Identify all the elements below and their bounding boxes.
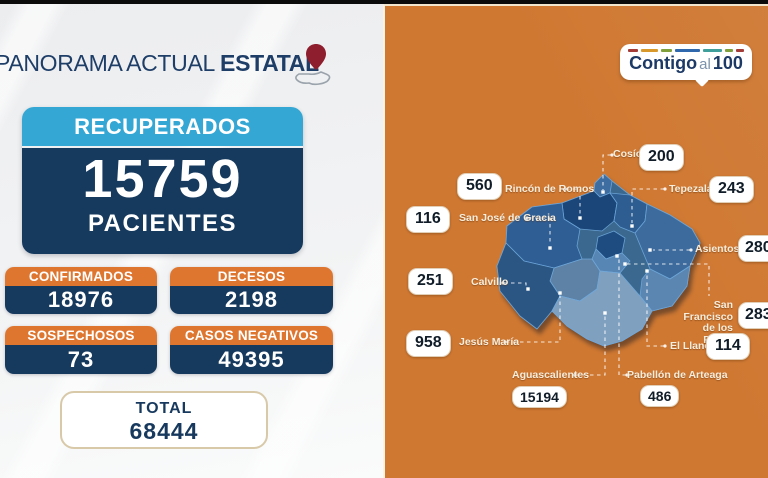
municipality-label-pabellon-de-arteaga: Pabellón de Arteaga [627, 369, 728, 381]
top-black-bar [0, 0, 768, 4]
logo-text-contigo: Contigo [629, 53, 698, 73]
stat-card-casos-negativos: CASOS NEGATIVOS 49395 [170, 326, 333, 374]
stat-grid: CONFIRMADOS 18976 DECESOS 2198 SOSPECHOS… [5, 267, 335, 374]
municipality-label-jesus-maria: Jesús María [459, 336, 520, 348]
stat-value: 18976 [5, 286, 157, 314]
map-panel: Contigo al 100 [383, 4, 768, 478]
leader-rincon [566, 188, 581, 215]
leader-calvillo [504, 282, 527, 286]
leader-lines [501, 153, 710, 377]
municipality-value-calvillo: 251 [408, 268, 453, 295]
stat-value: 49395 [170, 345, 333, 374]
total-label: TOTAL [135, 400, 193, 417]
municipality-label-el-llano: El Llano [670, 340, 711, 352]
stat-label: SOSPECHOSOS [5, 326, 157, 345]
municipality-label-calvillo: Calvillo [471, 276, 509, 288]
leader-cosio [602, 154, 611, 190]
municipality-value-san-jose-de-gracia: 116 [406, 206, 450, 233]
municipality-label-cosio: Cosío [613, 148, 643, 160]
location-pin-icon [295, 44, 331, 86]
aguascalientes-map [496, 153, 710, 377]
municipality-label-rincon-de-romos: Rincón de Romos [505, 183, 595, 195]
municipality-shapes [496, 173, 701, 347]
logo-dashes-icon [628, 49, 744, 52]
municipality-value-cosio: 200 [639, 144, 684, 171]
leader-san-jose [528, 217, 551, 245]
stat-label: DECESOS [170, 267, 333, 286]
municipality-label-asientos: Asientos [695, 243, 740, 255]
recovered-body: 15759 PACIENTES [22, 148, 303, 254]
leader-el-llano [646, 274, 664, 347]
leader-aguascalientes [576, 316, 606, 376]
municipality-value-el-llano: 114 [706, 333, 750, 360]
municipality-value-aguascalientes: 15194 [512, 386, 567, 409]
stat-card-decesos: DECESOS 2198 [170, 267, 333, 314]
state-outline-shape [295, 71, 331, 86]
logo-text-al: al [699, 56, 711, 73]
leader-pabellon [618, 259, 626, 376]
stat-card-sospechosos: SOSPECHOSOS 73 [5, 326, 157, 374]
leader-jesus-maria [506, 296, 561, 343]
municipality-value-rincon-de-romos: 560 [457, 173, 502, 200]
stats-panel: PANORAMA ACTUAL ESTATAL RECUPERADOS 15759… [0, 4, 383, 478]
page-title-bold: ESTATAL [220, 50, 319, 76]
municipality-label-tepezala: Tepezalá [669, 183, 713, 195]
recovered-unit: PACIENTES [87, 210, 238, 237]
stat-value: 73 [5, 345, 157, 374]
page-title-regular: PANORAMA ACTUAL [0, 50, 216, 76]
municipality-value-tepezala: 243 [709, 176, 754, 203]
page-title: PANORAMA ACTUAL ESTATAL [0, 50, 319, 77]
recovered-card: RECUPERADOS 15759 PACIENTES [22, 107, 303, 254]
pin-shape [306, 44, 326, 70]
stat-label: CONFIRMADOS [5, 267, 157, 286]
municipality-value-asientos: 280 [738, 235, 768, 262]
municipality-label-aguascalientes: Aguascalientes [512, 369, 590, 381]
municipality-dots [526, 190, 652, 315]
contigo-logo: Contigo al 100 [620, 44, 752, 80]
municipality-shape-el-llano [639, 265, 691, 312]
municipality-value-pabellon-de-arteaga: 486 [640, 385, 680, 408]
logo-text: Contigo al 100 [620, 53, 752, 74]
total-value: 68444 [129, 418, 199, 444]
recovered-value: 15759 [82, 149, 243, 209]
logo-text-100: 100 [712, 53, 743, 73]
stat-value: 2198 [170, 286, 333, 314]
municipality-value-jesus-maria: 958 [406, 330, 451, 357]
municipality-value-san-francisco-de-los-romo: 283 [738, 302, 768, 329]
stat-card-confirmados: CONFIRMADOS 18976 [5, 267, 157, 314]
stat-label: CASOS NEGATIVOS [170, 326, 333, 345]
recovered-label: RECUPERADOS [22, 107, 303, 146]
total-card: TOTAL 68444 [60, 391, 268, 449]
municipality-label-san-jose-de-gracia: San José de Gracia [459, 212, 556, 224]
